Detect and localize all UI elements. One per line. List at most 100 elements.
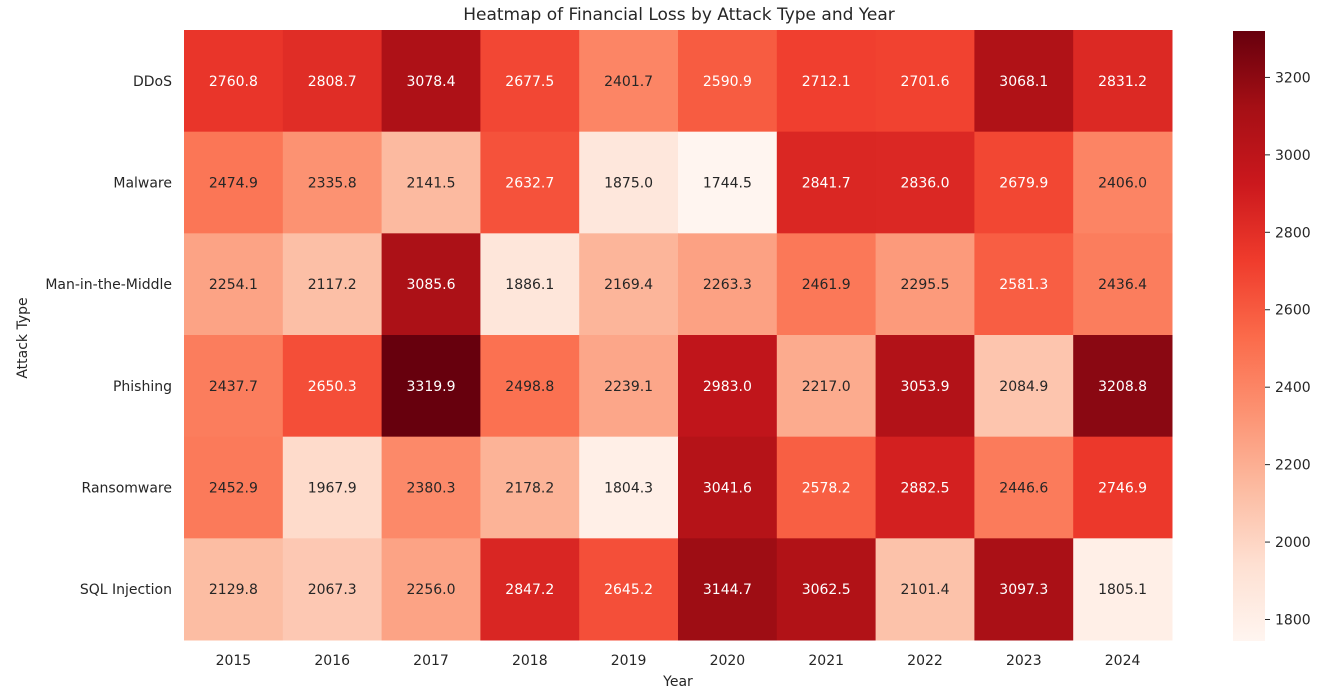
heatmap-cell xyxy=(184,131,284,234)
cell-value-label: 2178.2 xyxy=(505,481,554,497)
heatmap-cell xyxy=(579,335,679,438)
x-tick-label: 2018 xyxy=(512,653,548,669)
cell-value-label: 2836.0 xyxy=(901,176,950,192)
heatmap-cell xyxy=(776,131,877,234)
cell-value-label: 3144.7 xyxy=(703,582,752,598)
heatmap-cell xyxy=(480,436,580,539)
heatmap-cell xyxy=(282,131,383,234)
heatmap-cell xyxy=(579,436,679,539)
x-tick-label: 2021 xyxy=(808,653,844,669)
heatmap-cell xyxy=(678,131,778,234)
cell-value-label: 2101.4 xyxy=(901,582,950,598)
cell-value-label: 2808.7 xyxy=(308,74,357,90)
y-tick-label: SQL Injection xyxy=(80,582,172,598)
heatmap-cell xyxy=(480,131,580,234)
cell-value-label: 2129.8 xyxy=(209,582,258,598)
cell-value-label: 2067.3 xyxy=(308,582,357,598)
cell-value-label: 2335.8 xyxy=(308,176,357,192)
heatmap-cell xyxy=(282,538,383,641)
heatmap-cell xyxy=(776,30,877,133)
heatmap-cell xyxy=(579,233,679,336)
cell-value-label: 1805.1 xyxy=(1098,582,1147,598)
heatmap-cell xyxy=(480,233,580,336)
y-tick-label: Malware xyxy=(113,176,172,192)
heatmap-cell xyxy=(381,538,481,641)
cell-value-label: 2406.0 xyxy=(1098,176,1147,192)
y-tick-labels: DDoS Malware Man-in-the-Middle Phishing Rans… xyxy=(45,74,172,598)
cell-value-label: 3062.5 xyxy=(802,582,851,598)
cell-value-label: 1804.3 xyxy=(604,481,653,497)
cell-value-label: 2141.5 xyxy=(407,176,456,192)
cell-value-label: 2263.3 xyxy=(703,277,752,293)
cell-value-label: 2650.3 xyxy=(308,379,357,395)
heatmap-cell xyxy=(381,131,481,234)
y-tick-label: Man-in-the-Middle xyxy=(45,277,172,293)
cell-value-label: 2746.9 xyxy=(1098,481,1147,497)
colorbar-tick-label: 2200 xyxy=(1275,458,1311,474)
heatmap-cell xyxy=(974,131,1074,234)
heatmap-cell xyxy=(1073,538,1173,641)
x-tick-label: 2019 xyxy=(611,653,647,669)
cell-value-label: 2677.5 xyxy=(505,74,554,90)
cell-value-label: 2380.3 xyxy=(407,481,456,497)
heatmap-cell xyxy=(1073,436,1173,539)
cell-value-label: 3068.1 xyxy=(999,74,1048,90)
heatmap-cell xyxy=(184,538,284,641)
heatmap-cell xyxy=(974,335,1074,438)
heatmap-cell xyxy=(1073,335,1173,438)
heatmap-cell xyxy=(1073,131,1173,234)
heatmap-cell xyxy=(282,30,383,133)
x-tick-label: 2022 xyxy=(907,653,943,669)
cell-value-label: 2882.5 xyxy=(901,481,950,497)
heatmap-cell xyxy=(875,233,975,336)
heatmap-cell xyxy=(776,233,877,336)
cell-value-label: 2578.2 xyxy=(802,481,851,497)
heatmap-cell xyxy=(381,233,481,336)
cell-value-label: 2760.8 xyxy=(209,74,258,90)
heatmap-cell xyxy=(1073,30,1173,133)
heatmap-cell xyxy=(875,131,975,234)
x-tick-label: 2024 xyxy=(1105,653,1141,669)
cell-value-label: 1875.0 xyxy=(604,176,653,192)
colorbar-tick-label: 1800 xyxy=(1275,613,1311,629)
cell-value-label: 3053.9 xyxy=(901,379,950,395)
x-tick-label: 2023 xyxy=(1006,653,1042,669)
cell-value-label: 2712.1 xyxy=(802,74,851,90)
heatmap-cell xyxy=(282,436,383,539)
heatmap-cell xyxy=(974,436,1074,539)
colorbar-tick-label: 2400 xyxy=(1275,380,1311,396)
x-tick-labels: 2015 2016 2017 2018 2019 2020 2021 2022 2023 2024 xyxy=(216,653,1141,669)
cell-value-label: 2437.7 xyxy=(209,379,258,395)
heatmap-cell xyxy=(1073,233,1173,336)
heatmap-cell xyxy=(678,30,778,133)
cell-value-label: 2452.9 xyxy=(209,481,258,497)
colorbar-tick-label: 3200 xyxy=(1275,70,1311,86)
heatmap-cell xyxy=(381,436,481,539)
cell-value-label: 3208.8 xyxy=(1098,379,1147,395)
heatmap-cell xyxy=(381,335,481,438)
heatmap-cell xyxy=(678,335,778,438)
cell-value-label: 2701.6 xyxy=(901,74,950,90)
cell-value-label: 2831.2 xyxy=(1098,74,1147,90)
cell-value-label: 2117.2 xyxy=(308,277,357,293)
cell-value-label: 2847.2 xyxy=(505,582,554,598)
y-tick-label: Ransomware xyxy=(82,481,172,497)
heatmap-cell xyxy=(776,335,877,438)
colorbar-gradient xyxy=(1233,31,1265,641)
heatmap-cell xyxy=(184,436,284,539)
cell-value-label: 2632.7 xyxy=(505,176,554,192)
cell-value-label: 2217.0 xyxy=(802,379,851,395)
colorbar: 1800 2000 2200 2400 2600 2800 3000 3200 xyxy=(1233,31,1311,641)
cell-value-label: 2498.8 xyxy=(505,379,554,395)
cell-value-label: 2256.0 xyxy=(407,582,456,598)
cell-value-label: 1744.5 xyxy=(703,176,752,192)
heatmap-cell xyxy=(579,30,679,133)
y-tick-label: Phishing xyxy=(113,379,172,395)
colorbar-tick-label: 2600 xyxy=(1275,303,1311,319)
cell-value-label: 2581.3 xyxy=(999,277,1048,293)
cell-value-label: 2169.4 xyxy=(604,277,653,293)
cell-value-label: 2841.7 xyxy=(802,176,851,192)
heatmap-cell xyxy=(875,538,975,641)
heatmap-cell xyxy=(678,538,778,641)
